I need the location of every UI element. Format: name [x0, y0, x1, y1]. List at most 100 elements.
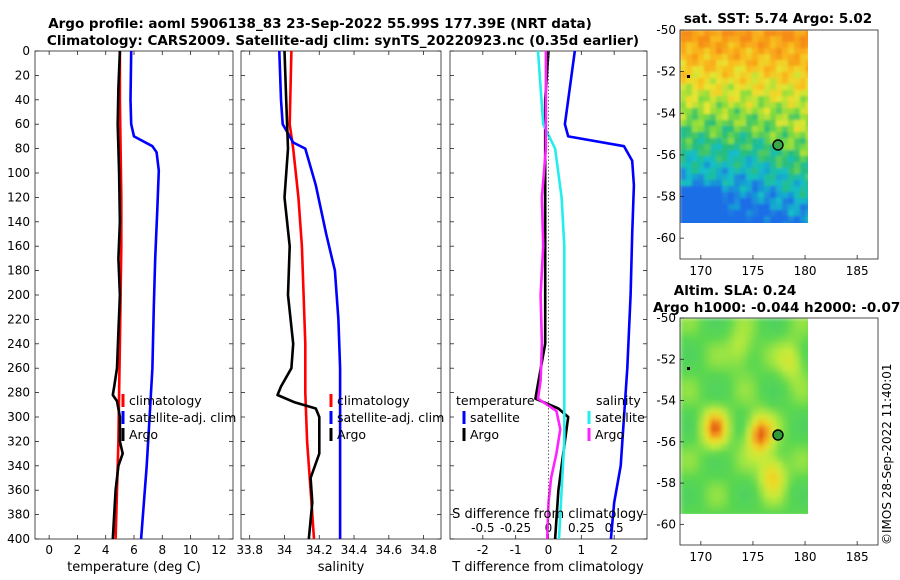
- differences-series-salinity-satellite: [536, 50, 566, 540]
- lon-tick-label: 170: [689, 264, 712, 278]
- x2-tick-label: -0.25: [500, 521, 531, 535]
- temperature-series-satellite-adj-clim: [129, 50, 161, 540]
- depth-tick-label: 320: [7, 434, 30, 448]
- x-tick-label: 4: [102, 543, 110, 557]
- x-tick-label: -1: [510, 543, 522, 557]
- lon-tick-label: 185: [846, 550, 869, 564]
- salinity-xlabel: salinity: [318, 560, 365, 575]
- sla-raster: [680, 318, 808, 514]
- x-tick-label: -2: [477, 543, 489, 557]
- depth-tick-label: 40: [15, 93, 30, 107]
- differences-series-salinity-argo: [536, 51, 562, 540]
- sla-map-title-line2: Argo h1000: -0.044 h2000: -0.075: [653, 300, 900, 316]
- salinity-series-argo: [276, 50, 321, 540]
- legend-label-s-satellite: satellite: [595, 410, 645, 425]
- lon-tick-label: 185: [846, 264, 869, 278]
- temperature-legend: climatology satellite-adj. clim Argo: [121, 393, 236, 442]
- x-tick-label: 2: [74, 543, 82, 557]
- lat-tick-label: -50: [656, 311, 676, 325]
- temperature-panel: [34, 50, 234, 540]
- depth-tick-label: 220: [7, 312, 30, 326]
- legend-label-s-argo: Argo: [595, 427, 624, 442]
- x2-tick-label: 0.5: [605, 521, 624, 535]
- x-tick-label: 34.2: [306, 543, 333, 557]
- sst-map-frame: [679, 29, 879, 260]
- sst-map-title: sat. SST: 5.74 Argo: 5.02: [684, 11, 872, 27]
- lat-tick-label: -54: [656, 106, 676, 120]
- sst-map-ticks: 170 175 180 185 -50 -52 -54 -56 -58 -60: [656, 23, 868, 278]
- coast-marker: [687, 367, 690, 370]
- lat-tick-label: -60: [656, 517, 676, 531]
- legend-label-satellite-adj: satellite-adj. clim: [337, 410, 444, 425]
- legend-title-temperature: temperature: [456, 393, 535, 408]
- depth-tick-label: 0: [22, 44, 30, 58]
- lat-tick-label: -52: [656, 65, 676, 79]
- salinity-series-climatology: [288, 50, 316, 540]
- x-tick-label: 33.8: [236, 543, 263, 557]
- difference-legend-temperature: temperature satellite Argo: [456, 393, 535, 442]
- lat-tick-label: -60: [656, 231, 676, 245]
- lon-tick-label: 180: [794, 550, 817, 564]
- lon-tick-label: 175: [741, 550, 764, 564]
- lat-tick-label: -58: [656, 476, 676, 490]
- lon-tick-label: 170: [689, 550, 712, 564]
- figure-title-line2: Climatology: CARS2009. Satellite-adj cli…: [47, 33, 639, 49]
- sla-map-title-line1: Altim. SLA: 0.24: [674, 283, 796, 299]
- depth-tick-label: 120: [7, 190, 30, 204]
- legend-label-argo: Argo: [129, 427, 158, 442]
- temperature-xlabel: temperature (deg C): [67, 560, 201, 575]
- coast-marker: [687, 75, 690, 78]
- lat-tick-label: -56: [656, 435, 676, 449]
- difference-xlabel: T difference from climatology: [451, 560, 644, 575]
- x-tick-label: 34.8: [410, 543, 437, 557]
- sla-map: Altim. SLA: 0.24 Argo h1000: -0.044 h200…: [653, 283, 900, 564]
- legend-label-climatology: climatology: [337, 393, 410, 408]
- sst-raster: [680, 30, 808, 223]
- depth-tick-label: 340: [7, 459, 30, 473]
- depth-tick-label: 180: [7, 264, 30, 278]
- lat-tick-label: -58: [656, 190, 676, 204]
- legend-label-argo: Argo: [337, 427, 366, 442]
- depth-tick-label: 260: [7, 361, 30, 375]
- axes-layer: 0204060801001201401601802002202402602803…: [7, 44, 647, 557]
- depth-tick-label: 360: [7, 483, 30, 497]
- lat-tick-label: -52: [656, 352, 676, 366]
- sla-map-ticks: 170 175 180 185 -50 -52 -54 -56 -58 -60: [656, 311, 868, 564]
- depth-tick-label: 240: [7, 337, 30, 351]
- depth-tick-label: 60: [15, 117, 30, 131]
- legend-label-t-argo: Argo: [470, 427, 499, 442]
- depth-tick-label: 280: [7, 386, 30, 400]
- x-tick-label: 34.6: [375, 543, 402, 557]
- depth-tick-label: 100: [7, 166, 30, 180]
- x-tick-label: 0: [545, 543, 553, 557]
- depth-tick-label: 80: [15, 142, 30, 156]
- x-tick-label: 10: [183, 543, 198, 557]
- depth-tick-label: 160: [7, 239, 30, 253]
- series-layer: [111, 50, 636, 540]
- argo-position-marker: [772, 429, 784, 441]
- x-tick-label: 12: [211, 543, 226, 557]
- depth-tick-label: 400: [7, 532, 30, 546]
- legend-label-t-satellite: satellite: [470, 410, 520, 425]
- credit-text: ©IMOS 28-Sep-2022 11:40:01: [880, 363, 894, 545]
- difference-panel: [449, 50, 648, 540]
- difference-legend-salinity: salinity satellite Argo: [587, 393, 645, 442]
- depth-tick-label: 140: [7, 215, 30, 229]
- sst-map: sat. SST: 5.74 Argo: 5.02 170 175 180 185 -5…: [656, 11, 879, 278]
- depth-tick-label: 380: [7, 508, 30, 522]
- lon-tick-label: 180: [794, 264, 817, 278]
- differences-series-temperature-satellite: [563, 50, 636, 540]
- legend-title-salinity: salinity: [596, 393, 641, 408]
- temperature-series-argo: [111, 50, 124, 540]
- lon-tick-label: 175: [741, 264, 764, 278]
- sla-map-frame: [679, 317, 879, 546]
- lat-tick-label: -54: [656, 394, 676, 408]
- salinity-legend: climatology satellite-adj. clim Argo: [329, 393, 444, 442]
- depth-tick-label: 20: [15, 68, 30, 82]
- figure-title-line1: Argo profile: aoml 5906138_83 23-Sep-202…: [48, 16, 592, 32]
- argo-position-marker: [772, 139, 784, 151]
- x-tick-label: 1: [578, 543, 586, 557]
- depth-tick-label: 200: [7, 288, 30, 302]
- legend-label-satellite-adj: satellite-adj. clim: [129, 410, 236, 425]
